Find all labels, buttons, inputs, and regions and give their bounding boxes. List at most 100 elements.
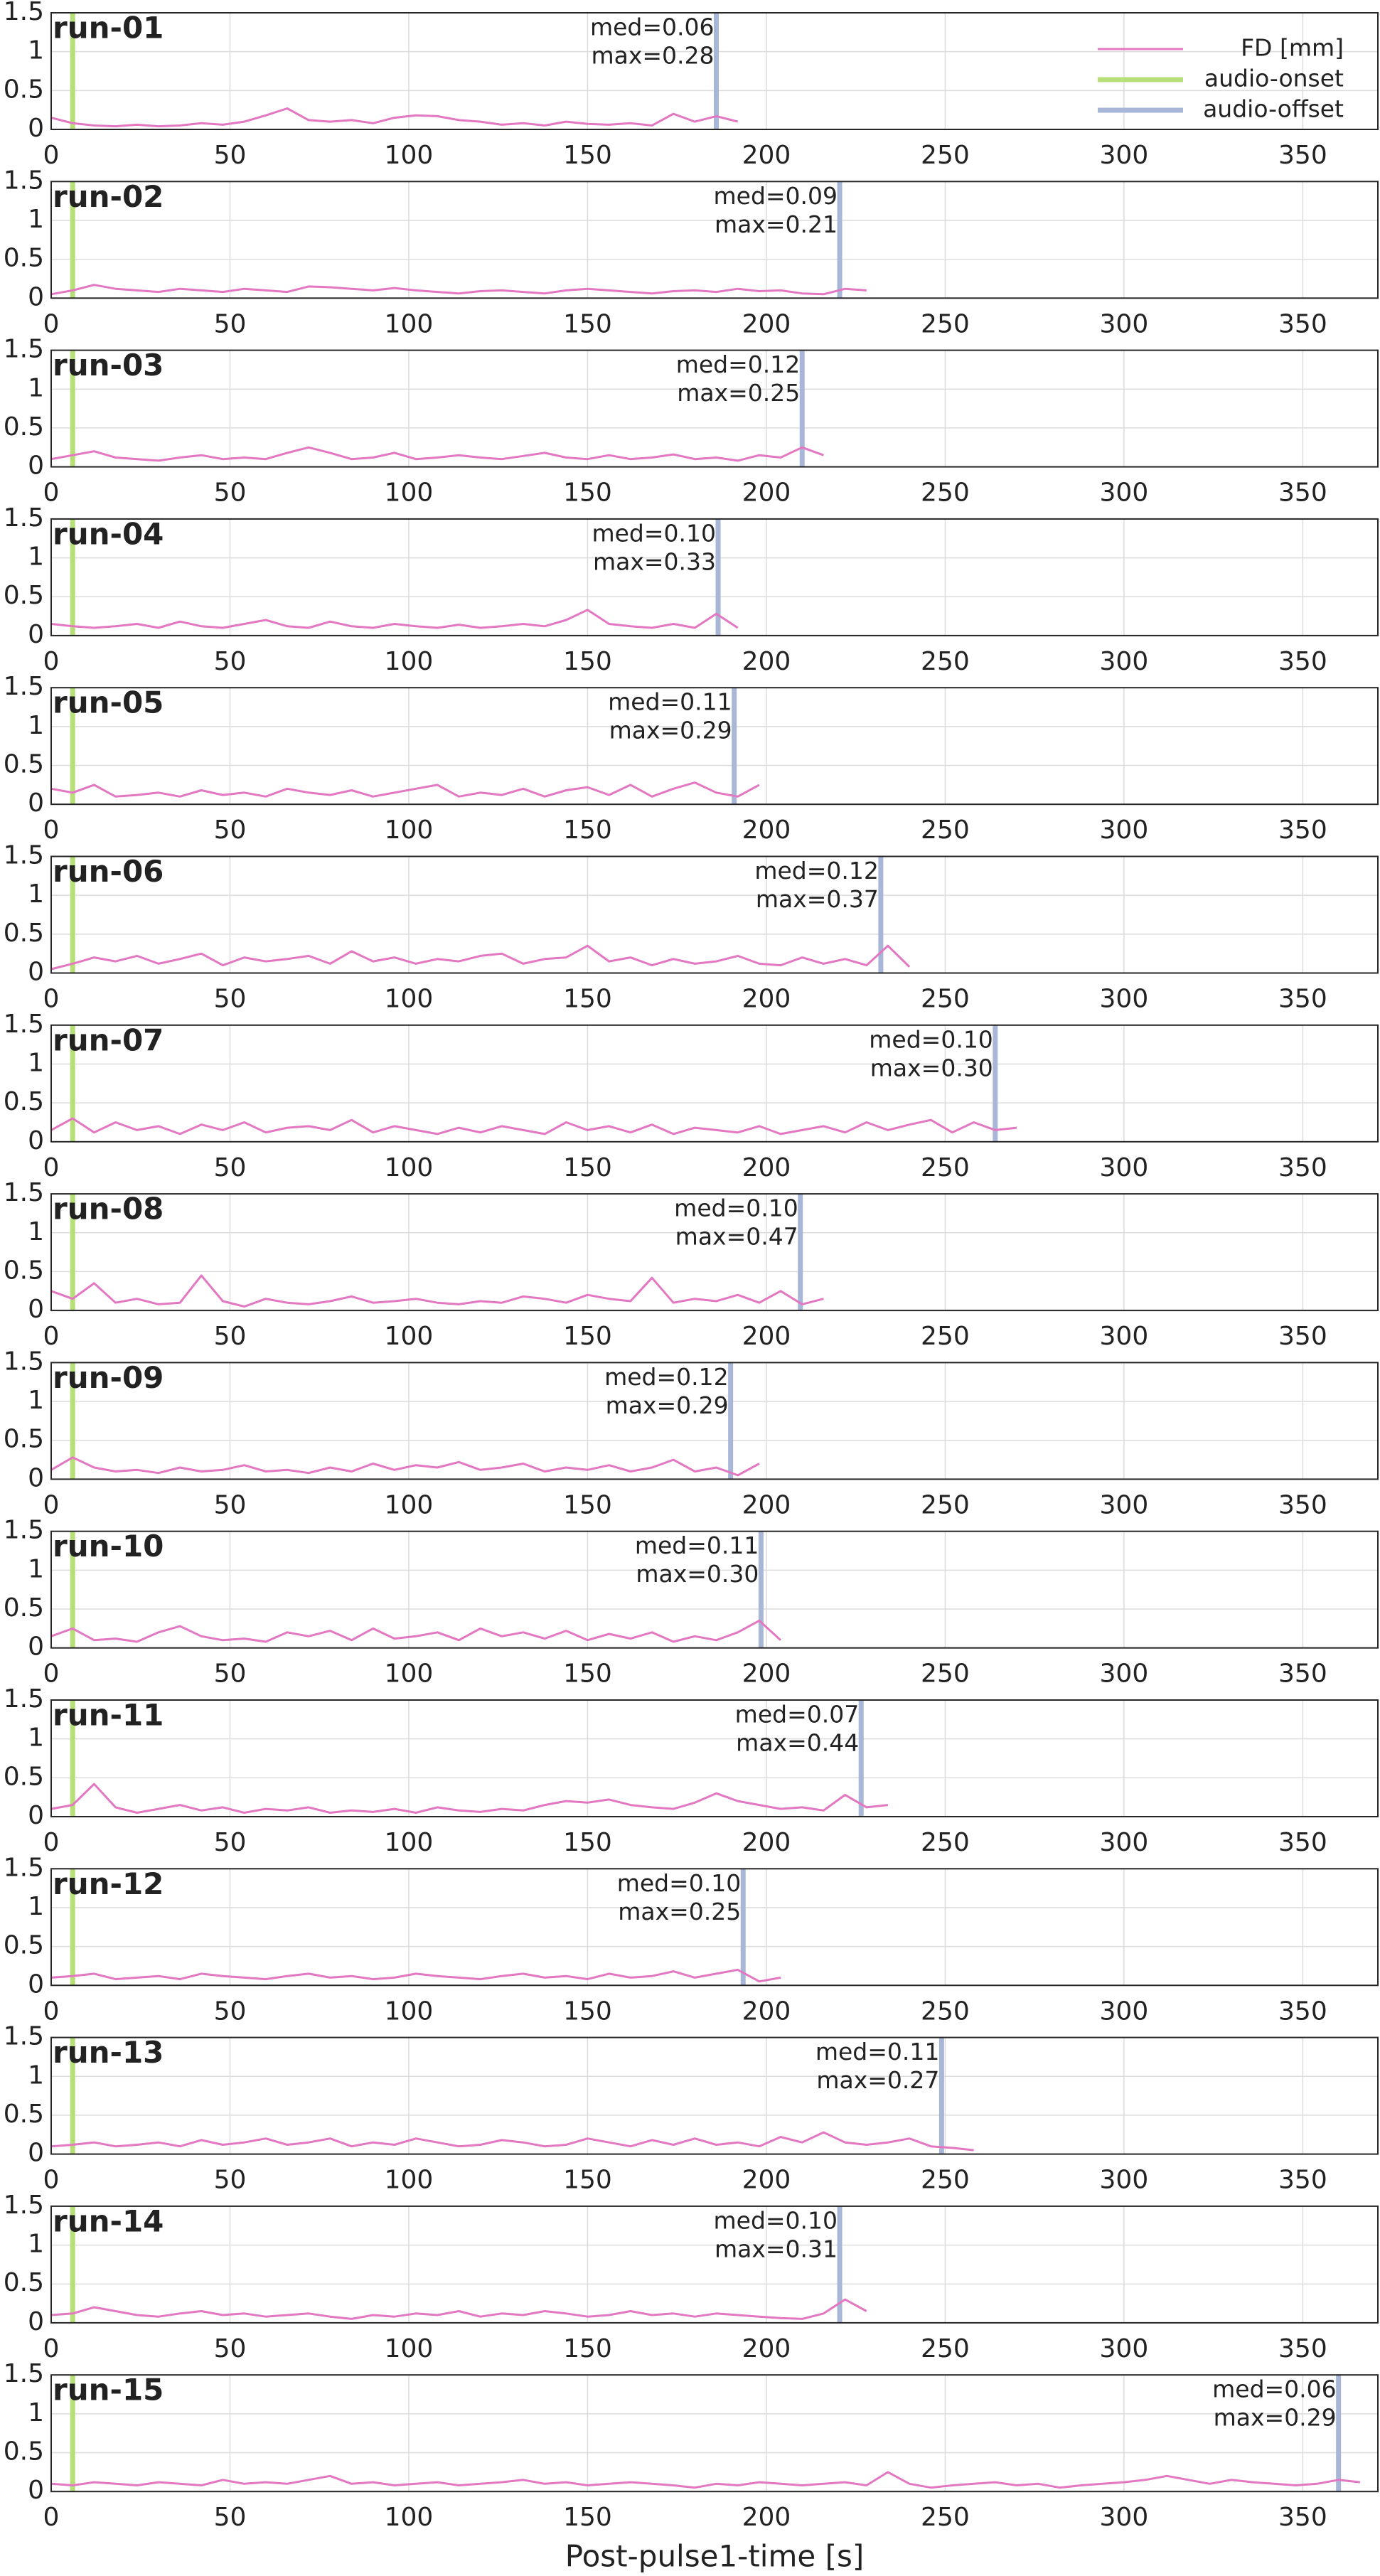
legend-label: audio-onset [1204,65,1344,92]
x-tick-label: 300 [1100,1828,1149,1857]
x-tick-label: 300 [1100,141,1149,170]
run-title: run-12 [53,1866,164,1901]
y-tick-label: 1 [28,36,44,65]
run-title: run-03 [53,348,164,383]
x-tick-label: 250 [921,1660,970,1689]
x-tick-label: 50 [214,1828,247,1857]
x-tick-label: 350 [1278,2166,1327,2195]
run-title: run-11 [53,1698,164,1733]
x-tick-label: 200 [742,1660,791,1689]
x-tick-label: 100 [385,2166,434,2195]
x-tick-label: 100 [385,1322,434,1351]
x-tick-label: 250 [921,647,970,676]
stats-annotation: max=0.37 [756,885,879,913]
y-tick-label: 0 [28,1801,44,1830]
x-tick-label: 350 [1278,1660,1327,1689]
run-title: run-01 [53,11,164,46]
stats-annotation: max=0.21 [715,210,838,238]
fd-line [50,446,824,462]
plot-frame [50,518,1379,636]
y-tick-label: 1.5 [4,1178,44,1207]
x-tick-label: 250 [921,141,970,170]
y-tick-label: 0 [28,2307,44,2336]
x-tick-label: 250 [921,309,970,338]
stats-annotation: med=0.07 [735,1701,860,1728]
stats-annotation: max=0.30 [870,1054,993,1081]
x-tick-label: 50 [214,1997,247,2026]
x-tick-label: 0 [43,1490,60,1519]
fd-line [50,2298,867,2320]
y-tick-label: 0.5 [4,2100,44,2129]
y-tick-label: 0.5 [4,244,44,273]
y-tick-label: 1.5 [4,1853,44,1882]
run-title: run-07 [53,1022,164,1057]
y-tick-label: 1 [28,1892,44,1921]
stats-annotation: med=0.06 [1212,2375,1337,2403]
x-tick-label: 350 [1278,1828,1327,1857]
x-tick-label: 350 [1278,985,1327,1014]
y-tick-label: 1 [28,2061,44,2090]
stats-annotation: med=0.10 [617,1869,742,1897]
plot-frame [50,1699,1379,1817]
y-tick-label: 0.5 [4,581,44,610]
x-tick-label: 250 [921,1322,970,1351]
plot-area [51,1025,1378,1142]
fd-line [50,2471,1361,2489]
run-title: run-10 [53,1529,164,1564]
x-tick-label: 150 [563,2334,612,2363]
y-tick-label: 1 [28,1217,44,1246]
stats-annotation: max=0.44 [736,1729,859,1757]
x-axis-label: Post-pulse1-time [s] [565,2539,864,2574]
x-tick-label: 200 [742,309,791,338]
x-tick-label: 100 [385,1997,434,2026]
plot-area [51,688,1378,805]
x-tick-label: 250 [921,1490,970,1519]
x-tick-label: 100 [385,2334,434,2363]
y-tick-label: 1.5 [4,2022,44,2051]
stats-annotation: max=0.27 [816,2066,939,2094]
fd-line [50,1968,781,1983]
fd-line [50,609,739,629]
stats-annotation: med=0.11 [635,1532,759,1559]
x-tick-label: 100 [385,1828,434,1857]
x-tick-label: 50 [214,647,247,676]
y-tick-label: 1.5 [4,503,44,533]
plot-frame [50,1530,1379,1649]
x-tick-label: 200 [742,1153,791,1182]
run-title: run-14 [53,2203,164,2238]
x-tick-label: 100 [385,985,434,1014]
y-tick-label: 1.5 [4,1347,44,1376]
y-tick-label: 0.5 [4,2268,44,2297]
stats-annotation: med=0.10 [869,1025,993,1053]
y-tick-label: 0.5 [4,1087,44,1116]
x-tick-label: 300 [1100,309,1149,338]
x-tick-label: 200 [742,479,791,508]
fd-line [50,107,739,128]
y-tick-label: 1 [28,543,44,572]
y-tick-label: 0.5 [4,2437,44,2467]
stats-annotation: max=0.31 [715,2235,838,2262]
x-tick-label: 0 [43,1153,60,1182]
x-tick-label: 250 [921,2334,970,2363]
x-tick-label: 300 [1100,1322,1149,1351]
legend-label: FD [mm] [1241,34,1344,62]
stats-annotation: med=0.10 [674,1195,798,1222]
x-tick-label: 150 [563,141,612,170]
x-tick-label: 250 [921,1153,970,1182]
x-tick-label: 350 [1278,816,1327,845]
plot-frame [50,2374,1379,2493]
x-tick-label: 350 [1278,141,1327,170]
y-tick-label: 0.5 [4,75,44,104]
stats-annotation: med=0.09 [714,182,838,210]
y-tick-label: 0.5 [4,1931,44,1960]
x-tick-label: 150 [563,1828,612,1857]
stats-annotation: max=0.29 [1214,2404,1337,2432]
x-tick-label: 50 [214,309,247,338]
x-tick-label: 200 [742,2334,791,2363]
x-tick-label: 350 [1278,1153,1327,1182]
fd-line [50,1619,782,1643]
x-tick-label: 0 [43,985,60,1014]
plot-frame [50,349,1379,468]
run-title: run-02 [53,179,164,214]
x-tick-label: 250 [921,479,970,508]
